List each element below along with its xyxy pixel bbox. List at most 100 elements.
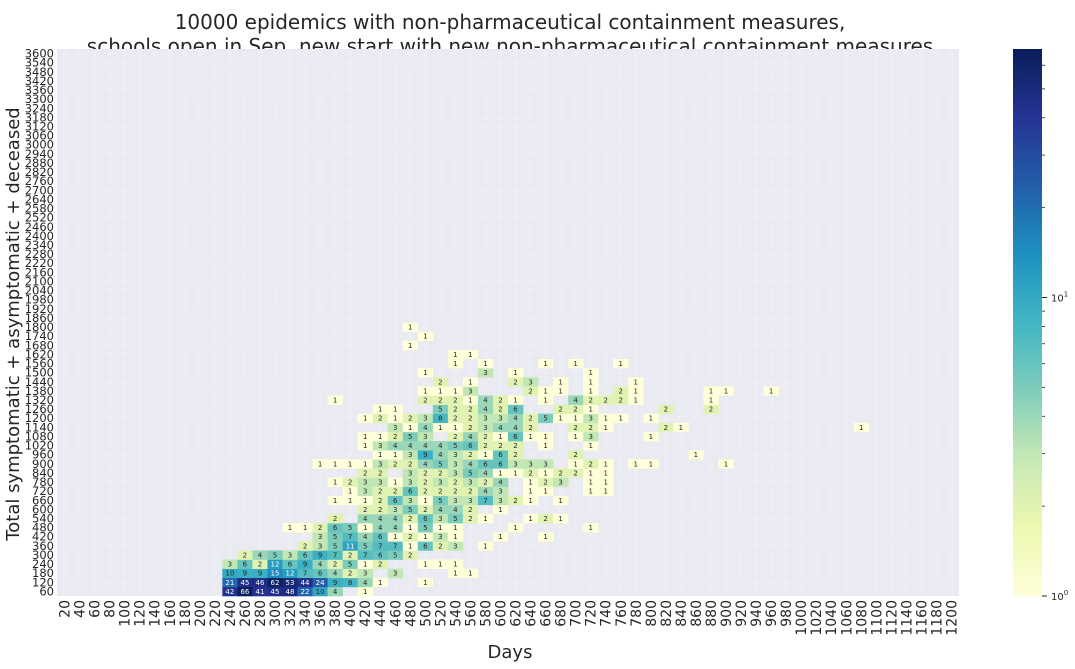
zero-cell-label: 0 (318, 305, 322, 313)
heatmap-cell (553, 377, 569, 387)
heatmap-cell (297, 523, 313, 533)
zero-cell-label: 0 (634, 333, 638, 341)
heatmap-cell-value: 3 (453, 497, 457, 505)
zero-cell-label: 0 (213, 551, 217, 559)
zero-cell-label: 0 (228, 406, 232, 414)
zero-cell-label: 0 (333, 205, 337, 213)
zero-cell-label: 0 (634, 141, 638, 149)
zero-cell-label: 0 (799, 141, 803, 149)
zero-cell-label: 0 (739, 460, 743, 468)
zero-cell-label: 0 (874, 533, 878, 541)
zero-cell-label: 0 (784, 296, 788, 304)
zero-cell-label: 0 (62, 351, 66, 359)
zero-cell-label: 0 (859, 77, 863, 85)
zero-cell-label: 0 (393, 96, 397, 104)
zero-cell-label: 0 (168, 251, 172, 259)
zero-cell-label: 0 (77, 378, 81, 386)
heatmap-cell-value: 4 (408, 442, 413, 450)
heatmap-cell-value: 24 (316, 579, 325, 587)
zero-cell-label: 0 (949, 260, 953, 268)
zero-cell-label: 0 (543, 579, 547, 587)
heatmap-cell (297, 577, 313, 588)
zero-cell-label: 0 (198, 451, 202, 459)
zero-cell-label: 0 (152, 141, 156, 149)
zero-cell-label: 0 (393, 396, 397, 404)
zero-cell-label: 0 (152, 223, 156, 231)
zero-cell-label: 0 (694, 251, 698, 259)
zero-cell-label: 0 (619, 378, 623, 386)
zero-cell-label: 0 (694, 141, 698, 149)
zero-cell-label: 0 (874, 561, 878, 569)
zero-cell-label: 0 (874, 515, 878, 523)
x-tick-label: 240 (223, 600, 239, 627)
zero-cell-label: 0 (679, 451, 683, 459)
zero-cell-label: 0 (829, 488, 833, 496)
zero-cell-label: 0 (573, 242, 577, 250)
zero-cell-label: 0 (168, 369, 172, 377)
zero-cell-label: 0 (107, 497, 111, 505)
zero-cell-label: 0 (619, 68, 623, 76)
heatmap-cell-value: 9 (303, 561, 307, 569)
zero-cell-label: 0 (859, 533, 863, 541)
zero-cell-label: 0 (348, 187, 352, 195)
zero-cell-label: 0 (784, 442, 788, 450)
zero-cell-label: 0 (754, 342, 758, 350)
heatmap-cell (372, 550, 389, 560)
heatmap-cell-value: 1 (573, 433, 577, 441)
zero-cell-label: 0 (949, 451, 953, 459)
zero-cell-label: 0 (724, 488, 728, 496)
zero-cell-label: 0 (483, 178, 487, 186)
zero-cell-label: 0 (694, 324, 698, 332)
zero-cell-label: 0 (333, 424, 337, 432)
zero-cell-label: 0 (649, 533, 653, 541)
zero-cell-label: 0 (754, 424, 758, 432)
zero-cell-label: 0 (408, 59, 412, 67)
zero-cell-label: 0 (77, 433, 81, 441)
zero-cell-label: 0 (739, 451, 743, 459)
zero-cell-label: 0 (694, 561, 698, 569)
zero-cell-label: 0 (528, 196, 532, 204)
zero-cell-label: 0 (588, 360, 592, 368)
heatmap-cell (462, 459, 479, 469)
zero-cell-label: 0 (664, 50, 668, 58)
zero-cell-label: 0 (393, 369, 397, 377)
zero-cell-label: 0 (168, 105, 172, 113)
zero-cell-label: 0 (784, 406, 788, 414)
zero-cell-label: 0 (619, 232, 623, 240)
zero-cell-label: 0 (573, 232, 577, 240)
zero-cell-label: 0 (679, 59, 683, 67)
zero-cell-label: 0 (829, 159, 833, 167)
zero-cell-label: 0 (889, 59, 893, 67)
zero-cell-label: 0 (528, 351, 532, 359)
heatmap-cell-value: 1 (528, 433, 532, 441)
heatmap-cell-value: 1 (423, 387, 427, 395)
zero-cell-label: 0 (122, 314, 126, 322)
x-tick-label: 480 (403, 600, 419, 627)
zero-cell-label: 0 (799, 132, 803, 140)
zero-cell-label: 0 (137, 278, 141, 286)
zero-cell-label: 0 (694, 588, 698, 596)
zero-cell-label: 0 (679, 460, 683, 468)
zero-cell-label: 0 (709, 150, 713, 158)
zero-cell-label: 0 (378, 296, 382, 304)
heatmap-cell-value: 1 (709, 396, 713, 404)
zero-cell-label: 0 (378, 242, 382, 250)
zero-cell-label: 0 (874, 488, 878, 496)
y-tick-label: 3540 (25, 56, 54, 70)
zero-cell-label: 0 (498, 132, 502, 140)
zero-cell-label: 0 (889, 570, 893, 578)
heatmap-cell (447, 523, 464, 533)
zero-cell-label: 0 (919, 59, 923, 67)
zero-cell-label: 0 (318, 497, 322, 505)
zero-cell-label: 0 (829, 506, 833, 514)
zero-cell-label: 0 (393, 214, 397, 222)
zero-cell-label: 0 (619, 278, 623, 286)
zero-cell-label: 0 (934, 114, 938, 122)
zero-cell-label: 0 (288, 406, 292, 414)
zero-cell-label: 0 (814, 588, 818, 596)
zero-cell-label: 0 (934, 378, 938, 386)
zero-cell-label: 0 (468, 305, 472, 313)
zero-cell-label: 0 (619, 296, 623, 304)
heatmap-cell (447, 404, 464, 414)
zero-cell-label: 0 (453, 187, 457, 195)
